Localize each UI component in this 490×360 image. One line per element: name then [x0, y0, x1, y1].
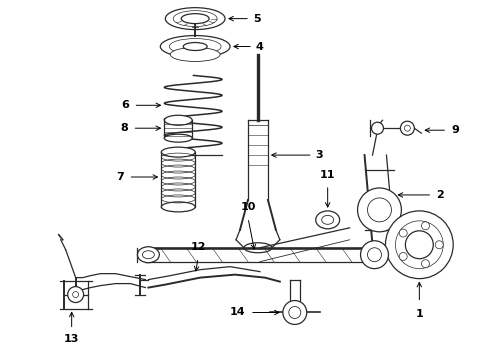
Text: 3: 3	[316, 150, 323, 160]
Circle shape	[421, 222, 429, 230]
Text: 14: 14	[229, 307, 245, 318]
Text: 10: 10	[240, 202, 256, 212]
Ellipse shape	[169, 39, 221, 54]
Ellipse shape	[143, 251, 154, 259]
Circle shape	[361, 241, 389, 269]
Circle shape	[368, 198, 392, 222]
Text: 6: 6	[122, 100, 129, 110]
Ellipse shape	[164, 134, 192, 142]
Circle shape	[399, 229, 407, 237]
Ellipse shape	[316, 211, 340, 229]
Text: 13: 13	[64, 334, 79, 345]
Ellipse shape	[161, 202, 195, 212]
Ellipse shape	[161, 147, 195, 157]
Circle shape	[368, 248, 382, 262]
Circle shape	[405, 231, 433, 259]
Text: 1: 1	[416, 309, 423, 319]
Ellipse shape	[164, 115, 192, 125]
Text: 9: 9	[451, 125, 459, 135]
Text: 4: 4	[256, 41, 264, 51]
Ellipse shape	[165, 8, 225, 30]
Text: 8: 8	[121, 123, 128, 133]
Ellipse shape	[137, 247, 159, 263]
Circle shape	[283, 301, 307, 324]
Circle shape	[358, 188, 401, 232]
Circle shape	[421, 260, 429, 268]
Ellipse shape	[173, 11, 217, 27]
Circle shape	[386, 211, 453, 279]
Circle shape	[435, 241, 443, 249]
Text: 5: 5	[253, 14, 261, 24]
Ellipse shape	[171, 48, 220, 62]
Circle shape	[395, 221, 443, 269]
Text: 12: 12	[191, 242, 206, 252]
Circle shape	[400, 121, 415, 135]
Circle shape	[289, 306, 301, 319]
Ellipse shape	[181, 14, 209, 24]
Circle shape	[399, 252, 407, 260]
Circle shape	[73, 292, 78, 298]
Ellipse shape	[322, 215, 334, 224]
Ellipse shape	[244, 243, 272, 253]
Text: 7: 7	[117, 172, 124, 182]
Circle shape	[371, 122, 384, 134]
Circle shape	[404, 125, 410, 131]
Circle shape	[68, 287, 84, 302]
Ellipse shape	[160, 36, 230, 58]
Ellipse shape	[183, 42, 207, 50]
Text: 2: 2	[436, 190, 444, 200]
Text: 11: 11	[320, 170, 336, 180]
